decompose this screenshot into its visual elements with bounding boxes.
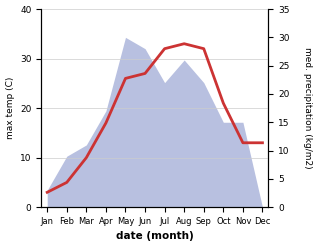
Y-axis label: med. precipitation (kg/m2): med. precipitation (kg/m2) bbox=[303, 47, 313, 169]
X-axis label: date (month): date (month) bbox=[116, 231, 194, 242]
Y-axis label: max temp (C): max temp (C) bbox=[5, 77, 15, 139]
